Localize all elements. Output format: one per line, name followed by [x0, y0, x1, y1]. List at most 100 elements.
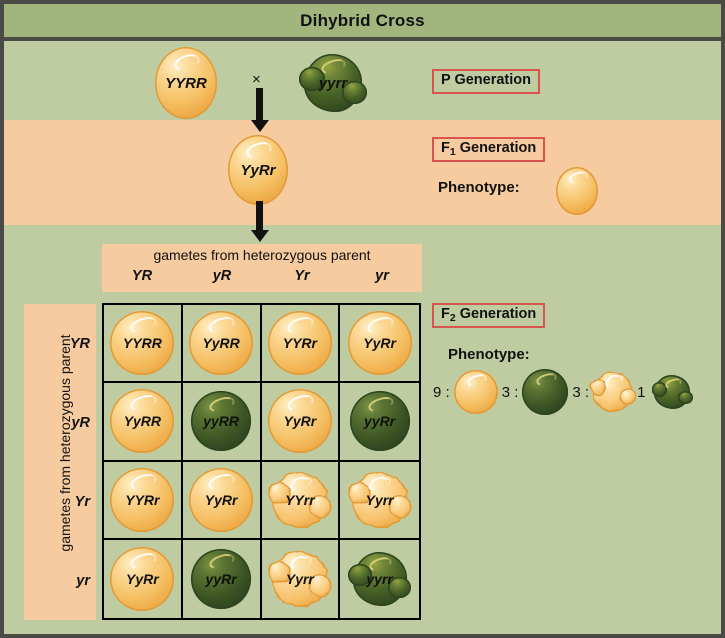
pea-body [522, 369, 569, 415]
f2-label-prefix: F [441, 306, 450, 322]
punnett-cell: yyRR [182, 383, 262, 462]
punnett-cell: YyRr [182, 461, 262, 540]
punnett-cell-pea: YyRR [110, 389, 175, 454]
pea-highlight-icon [244, 139, 274, 161]
punnett-cell-pea: YYrr [267, 471, 332, 528]
pea-body [110, 389, 175, 454]
ratio-yellow-wrinkled-value: 3 : [572, 383, 590, 401]
gamete-column-header-1: yR [212, 268, 232, 284]
punnett-cell-pea: yyrr [348, 551, 411, 606]
punnett-cell-pea: YyRr [110, 546, 175, 611]
pea-highlight-icon [206, 470, 237, 493]
pea-body [191, 548, 252, 609]
punnett-cell-pea: YyRr [189, 467, 254, 532]
pea-highlight-icon [207, 394, 237, 415]
pea-highlight-icon [285, 392, 316, 414]
pea-highlight-icon [664, 376, 684, 391]
pea-body [348, 551, 411, 606]
punnett-square-grid: YYRR YyRR YYRr YyRr YyRR yyRR YyRr yyRr YYRr YyRr… [102, 303, 421, 620]
punnett-cell: yyRr [183, 539, 262, 618]
pea-highlight-icon [367, 474, 394, 494]
gamete-row-header-0: YR [69, 335, 90, 352]
f1-label-suffix: Generation [455, 140, 537, 156]
p-generation-band [4, 41, 721, 120]
pea-highlight-icon [465, 372, 488, 389]
pea-body [556, 167, 598, 215]
f1-offspring-pea: YyRr [228, 135, 288, 205]
pea-highlight-icon [287, 553, 315, 573]
punnett-cell: YYRr [261, 305, 341, 384]
gamete-column-header-2: Yr [294, 268, 310, 284]
pea-highlight-icon [128, 550, 159, 572]
gametes-left-strip: gametes from heterozygous parent YR yR Y… [24, 304, 96, 620]
pea-body [189, 311, 254, 376]
f2-generation-label: F2 Generation [432, 303, 546, 328]
punnett-cell: Yyrr [340, 462, 419, 540]
gametes-top-title: gametes from heterozygous parent [153, 247, 371, 263]
pea-body [347, 471, 412, 528]
p-parent-yellow-round-pea: YYRR [155, 47, 217, 119]
pea-body [349, 391, 410, 452]
arrow-down-icon [256, 201, 263, 231]
punnett-cell: Yyrr [262, 539, 341, 618]
pea-body [651, 375, 694, 409]
pea-highlight-icon [207, 551, 237, 573]
punnett-cell-pea: YYRr [110, 467, 175, 532]
pea-highlight-icon [287, 474, 315, 494]
ratio-pea-green-round [522, 369, 569, 415]
punnett-cell: YYRR [104, 305, 183, 384]
punnett-cell-pea: yyRr [349, 391, 410, 452]
pea-body [110, 546, 175, 611]
pea-body [267, 389, 332, 454]
punnett-cell: YYrr [261, 461, 341, 540]
punnett-cell: YyRR [104, 383, 183, 462]
pea-highlight-icon [171, 51, 202, 74]
f1-phenotype-label: Phenotype: [438, 179, 520, 196]
pea-body [155, 47, 217, 119]
f2-phenotype-label: Phenotype: [448, 346, 530, 363]
punnett-cell: yyRr [340, 383, 419, 462]
pea-highlight-icon [320, 56, 348, 77]
pea-body [299, 54, 367, 112]
punnett-cell-pea: YyRR [189, 311, 254, 376]
ratio-green-round-value: 3 : [501, 383, 519, 401]
gamete-row-header-1: yR [71, 414, 90, 431]
punnett-cell-pea: yyRR [191, 391, 252, 452]
punnett-cell: YyRr [261, 383, 341, 462]
ratio-pea-yellow-wrinkled [590, 372, 636, 412]
ratio-pea-green-wrinkled [651, 375, 694, 409]
pea-highlight-icon [128, 470, 159, 493]
p-generation-label: P Generation [432, 69, 540, 94]
pea-highlight-icon [285, 314, 316, 336]
pea-highlight-icon [206, 314, 237, 336]
p-parent-green-wrinkled-pea: yyrr [299, 54, 367, 112]
pea-body [267, 550, 332, 607]
punnett-cell-pea: yyRr [191, 548, 252, 609]
gamete-column-header-3: yr [375, 268, 389, 284]
pea-highlight-icon [128, 392, 159, 414]
pea-body [189, 467, 254, 532]
pea-highlight-icon [366, 394, 395, 415]
punnett-cell-pea: YyRr [267, 389, 332, 454]
pea-body [347, 311, 412, 376]
punnett-cell-pea: Yyrr [347, 471, 412, 528]
f2-label-suffix: Generation [455, 306, 537, 322]
f1-label-sub: 1 [449, 146, 456, 158]
cross-symbol: × [252, 71, 261, 88]
gametes-top-strip: gametes from heterozygous parent YR yR Y… [102, 244, 422, 292]
pea-body [453, 370, 498, 414]
f1-generation-band [4, 120, 721, 225]
pea-highlight-icon [603, 373, 625, 389]
f2-label-sub: 2 [449, 312, 456, 324]
arrow-down-icon [256, 88, 263, 121]
punnett-cell-pea: Yyrr [267, 550, 332, 607]
gamete-row-header-2: Yr [74, 493, 90, 510]
punnett-cell-pea: YYRr [267, 311, 332, 376]
f2-phenotype-ratio: 9 : 3 : 3 : 1 [430, 368, 694, 416]
pea-highlight-icon [567, 169, 589, 187]
pea-highlight-icon [128, 314, 159, 336]
punnett-cell: YyRr [340, 305, 419, 384]
pea-body [191, 391, 252, 452]
punnett-cell-pea: YyRr [347, 311, 412, 376]
